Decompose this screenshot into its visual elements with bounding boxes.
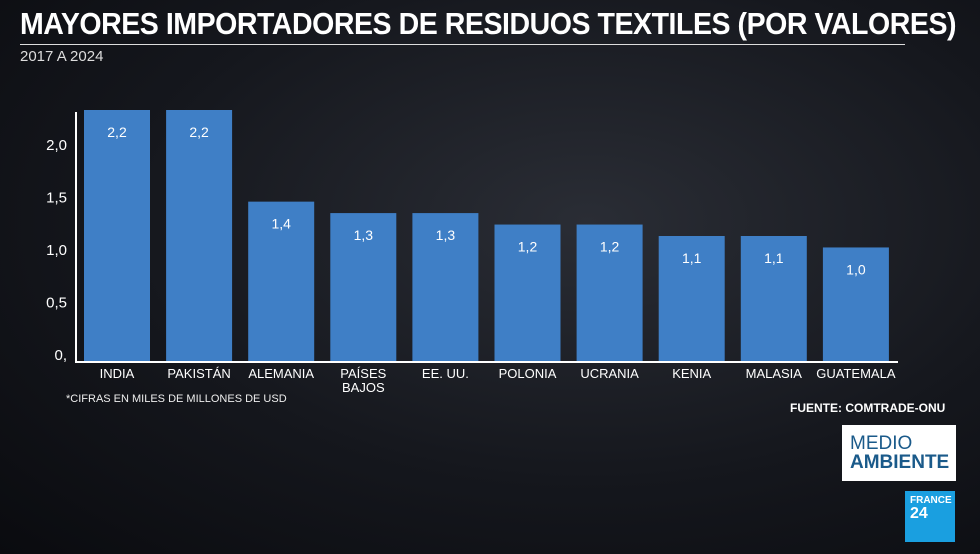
x-tick-label: MALASIA bbox=[746, 366, 803, 381]
y-tick-label: 0, bbox=[54, 347, 67, 364]
y-tick-label: 0,5 bbox=[46, 295, 67, 312]
badge-line2: AMBIENTE bbox=[850, 452, 950, 473]
bar bbox=[330, 213, 397, 362]
bar bbox=[248, 201, 315, 362]
logo-line2: 24 bbox=[910, 505, 928, 522]
data-label: 2,2 bbox=[189, 124, 209, 140]
data-label: 2,2 bbox=[107, 124, 127, 140]
bar bbox=[494, 224, 561, 362]
bar bbox=[412, 213, 479, 362]
x-tick-label: ALEMANIA bbox=[248, 366, 314, 381]
data-label: 1,4 bbox=[271, 216, 291, 232]
x-tick-label: PAÍSES bbox=[340, 366, 386, 381]
x-tick-label: BAJOS bbox=[342, 380, 385, 395]
units-note: *CIFRAS EN MILES DE MILLONES DE USD bbox=[66, 393, 287, 405]
y-tick-label: 1,5 bbox=[46, 190, 67, 207]
badge-line1: MEDIO bbox=[850, 433, 913, 454]
y-tick-label: 1,0 bbox=[46, 242, 67, 259]
bar bbox=[822, 247, 889, 362]
medio-ambiente-badge: MEDIO AMBIENTE bbox=[842, 425, 956, 481]
bar bbox=[576, 224, 643, 362]
data-label: 1,3 bbox=[354, 227, 374, 243]
x-tick-label: INDIA bbox=[100, 366, 135, 381]
y-tick-label: 2,0 bbox=[46, 137, 67, 154]
data-label: 1,1 bbox=[682, 250, 702, 266]
x-tick-label: KENIA bbox=[672, 366, 711, 381]
data-label: 1,2 bbox=[600, 239, 620, 255]
bar bbox=[166, 110, 233, 362]
x-tick-label: EE. UU. bbox=[422, 366, 469, 381]
logo-line1: FRANCE bbox=[910, 495, 952, 506]
bar bbox=[658, 236, 725, 362]
chart-subtitle: 2017 A 2024 bbox=[20, 48, 104, 65]
data-label: 1,3 bbox=[436, 227, 456, 243]
france24-logo: FRANCE 24 bbox=[905, 491, 955, 542]
data-label: 1,2 bbox=[518, 239, 538, 255]
chart-title: MAYORES IMPORTADORES DE RESIDUOS TEXTILE… bbox=[20, 6, 957, 41]
title-divider bbox=[20, 44, 905, 45]
x-tick-label: GUATEMALA bbox=[816, 366, 896, 381]
data-label: 1,0 bbox=[846, 261, 866, 277]
x-tick-label: UCRANIA bbox=[580, 366, 639, 381]
bar bbox=[84, 110, 150, 362]
x-tick-label: PAKISTÁN bbox=[167, 366, 230, 381]
x-tick-label: POLONIA bbox=[499, 366, 557, 381]
source-text: FUENTE: COMTRADE-ONU bbox=[790, 401, 946, 415]
bar bbox=[740, 236, 807, 362]
data-label: 1,1 bbox=[764, 250, 784, 266]
